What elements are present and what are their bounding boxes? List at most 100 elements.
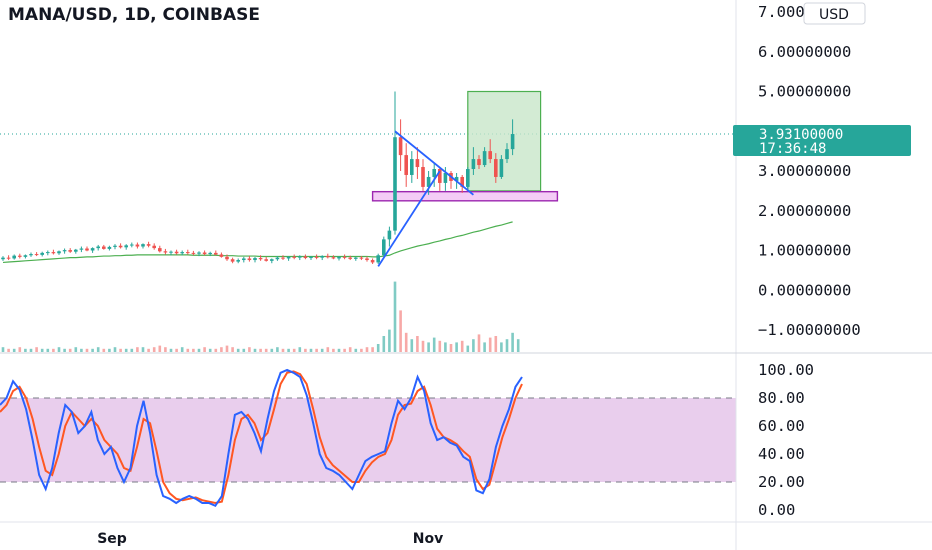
stoch-axis-label: 80.00	[758, 389, 805, 407]
candle	[23, 254, 28, 259]
candle	[320, 255, 324, 261]
currency-button[interactable]: USD	[803, 2, 866, 25]
volume-bar	[511, 332, 514, 352]
candle	[258, 255, 263, 261]
candle-body	[225, 256, 229, 260]
candle-body	[342, 256, 347, 258]
candle	[236, 258, 240, 264]
candle	[466, 167, 470, 191]
candle-body	[57, 251, 61, 254]
time-axis-label: Nov	[413, 531, 443, 547]
candle	[354, 256, 358, 261]
candle	[34, 252, 39, 257]
candle	[118, 243, 123, 249]
candle-body	[303, 256, 308, 259]
candle-body	[258, 258, 263, 260]
volume-bar	[214, 348, 218, 352]
candle-body	[426, 176, 431, 187]
plot-area	[0, 90, 736, 508]
volume-bar	[472, 339, 475, 352]
candle-body	[421, 167, 425, 187]
candle-body	[270, 259, 274, 261]
volume-bar	[326, 347, 330, 352]
candle-body	[29, 254, 33, 256]
candle	[270, 258, 274, 264]
candle	[426, 171, 431, 195]
candle-body	[174, 251, 179, 254]
volume-bar	[96, 347, 100, 352]
candle	[477, 155, 481, 170]
volume-bar	[29, 348, 33, 352]
volume-bar	[309, 348, 313, 352]
candle-body	[96, 246, 100, 249]
candle	[359, 256, 364, 261]
price-axis-label: 5.00000000	[758, 83, 851, 101]
trendline	[394, 130, 474, 196]
volume-bar	[158, 345, 162, 352]
candle-body	[477, 159, 481, 166]
volume-bar	[292, 348, 296, 352]
volume-bar	[320, 348, 324, 352]
candle-body	[410, 159, 414, 175]
candle-body	[34, 254, 39, 256]
volume-bar	[253, 348, 257, 352]
candle	[152, 243, 156, 250]
candle-body	[180, 252, 184, 254]
volume-bar	[130, 348, 134, 352]
volume-bar	[488, 337, 492, 352]
last-price-value: 3.93100000	[759, 127, 843, 143]
candle-body	[62, 250, 67, 252]
moving-average-line	[2, 221, 513, 264]
volume-bar	[52, 348, 55, 352]
stoch-axis-label: 100.00	[758, 361, 814, 379]
candle	[242, 256, 246, 263]
volume-bar	[416, 336, 419, 352]
candle	[488, 139, 492, 164]
volume-bar	[298, 347, 302, 352]
last-price-badge: 3.93100000 17:36:48	[733, 125, 911, 157]
candle-body	[191, 252, 196, 254]
candle-body	[146, 244, 151, 246]
candle	[398, 119, 403, 171]
candle-body	[499, 159, 504, 177]
candle	[286, 256, 291, 261]
candle	[74, 248, 78, 254]
volume-bar	[119, 348, 122, 352]
candle	[146, 241, 151, 248]
candle	[68, 248, 72, 253]
volume-bar	[169, 348, 173, 352]
volume-bar	[220, 347, 223, 352]
candle	[141, 243, 145, 249]
volume-bar	[276, 347, 279, 352]
stoch-axis-label: 60.00	[758, 417, 805, 435]
candle-body	[438, 169, 442, 183]
volume-bar	[164, 347, 167, 352]
volume-bar	[74, 347, 78, 352]
candle	[1, 256, 5, 261]
volume-bar	[231, 347, 234, 352]
candle-body	[253, 258, 257, 261]
candle	[163, 248, 168, 255]
candle-body	[510, 134, 515, 150]
candle-body	[275, 257, 280, 260]
candle	[348, 255, 352, 261]
candle	[51, 249, 56, 255]
candle-body	[482, 151, 487, 166]
candle	[124, 244, 128, 250]
candle	[303, 254, 308, 260]
candle	[494, 153, 498, 183]
volume-bar	[500, 342, 503, 352]
volume-bar	[494, 336, 498, 352]
candle	[130, 242, 134, 248]
volume-bar	[108, 348, 111, 352]
volume-bar	[382, 336, 386, 352]
candle-body	[376, 255, 380, 263]
candle-body	[130, 244, 134, 246]
currency-label: USD	[819, 7, 849, 23]
volume-bar	[85, 348, 89, 352]
candle-body	[494, 159, 498, 177]
candle-body	[208, 252, 212, 255]
volume-bar	[376, 344, 380, 352]
volume-bar	[35, 347, 38, 352]
volume-bar	[466, 345, 470, 352]
